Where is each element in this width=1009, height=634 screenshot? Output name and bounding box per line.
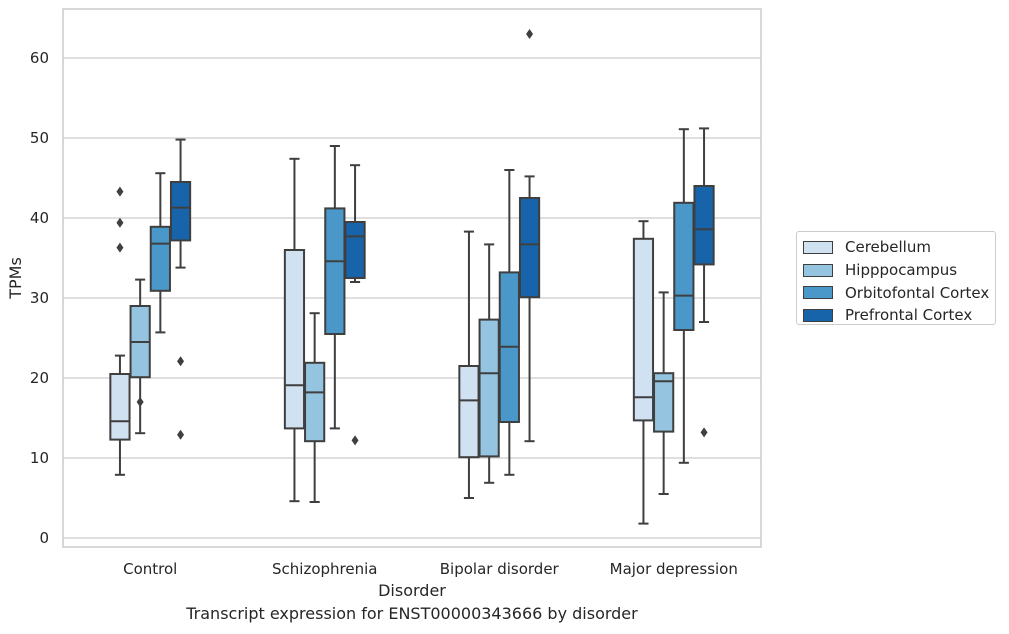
iqr-box [344, 221, 366, 279]
box-2-0 [458, 230, 480, 499]
iqr-box [458, 365, 480, 459]
outlier-point [700, 427, 708, 438]
outlier-point [116, 242, 124, 253]
outlier-point [177, 356, 185, 367]
outlier-point [177, 429, 185, 440]
outlier-point [116, 186, 124, 197]
iqr-box [109, 373, 131, 441]
boxes [109, 29, 715, 525]
iqr-box [283, 249, 306, 430]
box-3-3 [693, 127, 715, 438]
chart-caption: Transcript expression for ENST0000034366… [186, 604, 638, 623]
box-3-1 [653, 291, 675, 495]
y-axis-label: TPMs [6, 257, 25, 300]
box-3-2 [673, 128, 695, 464]
y-tick-label: 50 [30, 129, 49, 147]
box-3-0 [632, 220, 655, 525]
box-0-3 [169, 138, 192, 440]
x-axis-ticks: Control Schizophrenia Bipolar disorder Majo… [123, 560, 738, 578]
iqr-box [632, 237, 655, 422]
y-tick-label: 20 [30, 369, 49, 387]
legend: Cerebellum Hipppocampus Orbitofontal Corte… [796, 231, 996, 325]
iqr-box [324, 207, 346, 335]
iqr-box [478, 318, 500, 458]
box-2-2 [498, 169, 520, 476]
box-0-2 [149, 172, 171, 334]
box-1-3 [344, 164, 366, 446]
y-tick-label: 0 [39, 529, 49, 547]
outlier-point [526, 29, 534, 39]
iqr-box [169, 181, 192, 242]
legend-label: Hipppocampus [845, 261, 958, 280]
box-0-0 [109, 186, 131, 476]
iqr-box [673, 201, 695, 331]
legend-swatch [803, 286, 833, 300]
legend-item: Prefrontal Cortex [803, 304, 995, 327]
legend-swatch [803, 308, 833, 322]
iqr-box [693, 185, 715, 266]
outlier-point [116, 217, 124, 228]
iqr-box [149, 225, 171, 292]
iqr-box [518, 197, 541, 299]
box-1-1 [304, 312, 326, 503]
legend-swatch [803, 263, 833, 277]
outlier-point [351, 435, 359, 446]
y-tick-label: 40 [30, 209, 49, 227]
legend-item: Orbitofontal Cortex [803, 281, 995, 304]
x-tick-label: Schizophrenia [272, 560, 377, 578]
legend-label: Cerebellum [845, 238, 931, 257]
legend-item: Hipppocampus [803, 259, 995, 282]
legend-label: Prefrontal Cortex [845, 306, 973, 325]
legend-swatch [803, 240, 833, 254]
iqr-box [304, 361, 326, 443]
y-tick-label: 60 [30, 49, 49, 67]
gridlines [63, 57, 761, 539]
x-axis-label: Disorder [378, 581, 446, 600]
y-tick-label: 10 [30, 449, 49, 467]
legend-item: Cerebellum [803, 236, 995, 259]
y-axis-ticks: 0 10 20 30 40 50 60 [30, 49, 49, 547]
x-tick-label: Control [123, 560, 177, 578]
box-1-0 [283, 157, 306, 503]
x-tick-label: Bipolar disorder [440, 560, 560, 578]
legend-label: Orbitofontal Cortex [845, 283, 990, 302]
box-2-3 [518, 29, 541, 443]
box-2-1 [478, 243, 500, 484]
outlier-point [136, 397, 144, 407]
x-tick-label: Major depression [610, 560, 738, 578]
plot-area-frame [62, 8, 762, 548]
box-0-1 [129, 278, 151, 435]
box-1-2 [324, 145, 346, 430]
iqr-box [653, 372, 675, 433]
y-tick-label: 30 [30, 289, 49, 307]
